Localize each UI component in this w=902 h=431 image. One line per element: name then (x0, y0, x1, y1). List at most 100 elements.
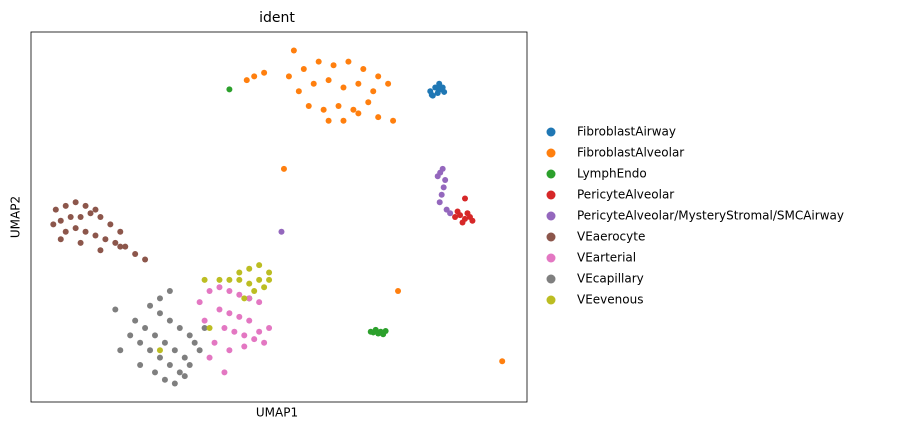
point (206, 325, 213, 331)
point (171, 347, 178, 354)
legend-marker (546, 232, 556, 242)
point (161, 376, 168, 383)
point (226, 288, 233, 294)
point (428, 91, 435, 98)
legend-label: VEaerocyte (577, 230, 645, 244)
point (385, 80, 392, 87)
point (261, 339, 268, 346)
point (246, 295, 253, 302)
legend-label: VEarterial (577, 251, 636, 265)
y-axis-label: UMAP2 (9, 196, 23, 238)
point (447, 210, 454, 217)
point (196, 347, 203, 354)
point (290, 47, 297, 54)
point (236, 269, 243, 276)
point (226, 347, 233, 354)
point (310, 80, 317, 87)
point (295, 88, 302, 95)
point (156, 347, 163, 354)
point (52, 206, 59, 213)
point (375, 330, 382, 337)
point (442, 177, 449, 183)
point (226, 276, 233, 283)
point (147, 347, 154, 354)
legend-marker (546, 211, 556, 221)
point (112, 306, 119, 313)
point (440, 184, 447, 191)
point (236, 313, 243, 320)
point (441, 88, 448, 95)
point (300, 66, 307, 72)
point (171, 380, 178, 387)
point (186, 362, 193, 368)
point (176, 325, 183, 331)
point (246, 265, 253, 272)
point (62, 202, 69, 209)
point (395, 288, 402, 294)
point (464, 210, 471, 217)
point (62, 228, 69, 235)
point (132, 317, 139, 324)
point (335, 103, 342, 109)
point (241, 332, 248, 339)
point (243, 77, 250, 84)
legend-marker (546, 169, 556, 179)
point (256, 299, 263, 306)
point (50, 221, 57, 228)
point (211, 339, 218, 346)
point (340, 117, 347, 124)
point (117, 347, 124, 354)
point (156, 310, 163, 317)
point (365, 99, 372, 106)
point (251, 288, 258, 294)
point (181, 354, 188, 361)
legend-label: FibroblastAirway (577, 125, 676, 139)
x-axis-label: UMAP1 (256, 406, 298, 420)
point (161, 339, 168, 346)
point (97, 247, 104, 254)
point (132, 251, 139, 257)
point (355, 80, 362, 87)
point (315, 58, 322, 65)
point (166, 288, 173, 294)
legend-marker (546, 190, 556, 200)
point (320, 106, 327, 113)
point (112, 239, 119, 246)
point (92, 206, 99, 213)
legend-marker (546, 295, 556, 305)
point (216, 306, 223, 313)
point (166, 362, 173, 368)
point (266, 325, 273, 331)
legend-marker (546, 274, 556, 284)
point (355, 110, 362, 117)
point (390, 117, 397, 124)
point (72, 225, 79, 232)
point (226, 86, 233, 93)
point (436, 199, 443, 206)
point (147, 302, 154, 309)
point (325, 117, 332, 124)
point (251, 336, 258, 343)
point (285, 73, 292, 80)
point (201, 325, 208, 331)
point (266, 269, 273, 276)
point (256, 328, 263, 335)
point (261, 284, 268, 291)
point (127, 332, 134, 339)
point (57, 217, 64, 224)
point (152, 369, 158, 376)
point (117, 243, 124, 250)
point (82, 202, 89, 209)
point (77, 214, 84, 220)
point (246, 280, 253, 287)
plot-frame (30, 31, 528, 403)
point (186, 332, 193, 339)
point (226, 310, 233, 317)
point (360, 66, 367, 72)
point (82, 228, 89, 235)
point (137, 362, 144, 368)
point (278, 228, 285, 235)
point (67, 214, 74, 220)
point (231, 328, 238, 335)
legend-label: FibroblastAlveolar (577, 146, 684, 160)
